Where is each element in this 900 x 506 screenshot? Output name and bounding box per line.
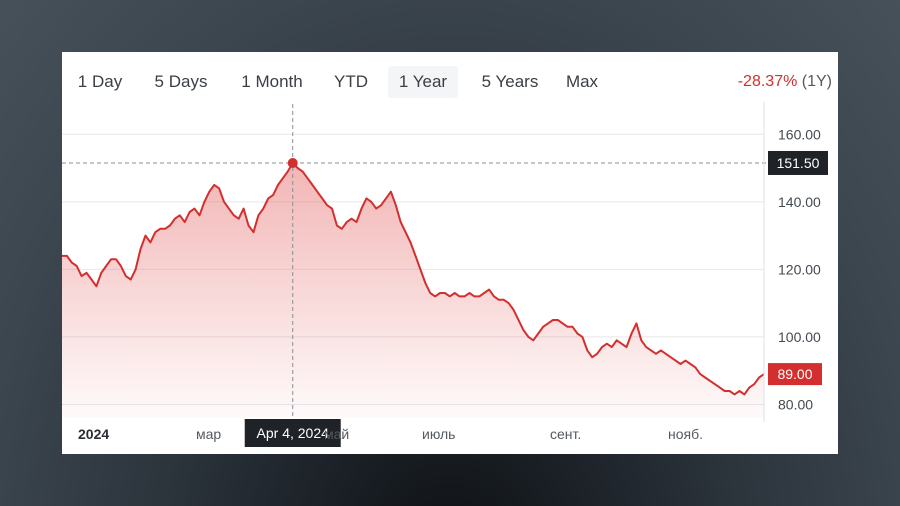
highlight-point <box>288 158 298 168</box>
x-tick-label: мар <box>196 426 221 442</box>
highlight-date-label: Apr 4, 2024 <box>257 425 330 441</box>
highlight-value-label: 151.50 <box>777 155 820 171</box>
price-area <box>62 163 764 418</box>
price-chart[interactable]: 151.50 Apr 4, 2024 160.00 140.00 120.00 100.… <box>62 52 838 454</box>
y-tick-label: 80.00 <box>778 396 813 412</box>
last-value-label: 89.00 <box>777 366 812 382</box>
y-tick-label: 140.00 <box>778 194 821 210</box>
x-tick-label: сент. <box>550 426 581 442</box>
x-tick-label: июль <box>422 426 455 442</box>
x-tick-label: нояб. <box>668 426 703 442</box>
y-tick-label: 160.00 <box>778 126 821 142</box>
y-tick-label: 100.00 <box>778 329 821 345</box>
x-tick-label: май <box>324 426 349 442</box>
y-tick-label: 120.00 <box>778 261 821 277</box>
stock-chart-card: 1 Day 5 Days 1 Month YTD 1 Year 5 Years … <box>62 52 838 454</box>
x-tick-label: 2024 <box>78 426 109 442</box>
